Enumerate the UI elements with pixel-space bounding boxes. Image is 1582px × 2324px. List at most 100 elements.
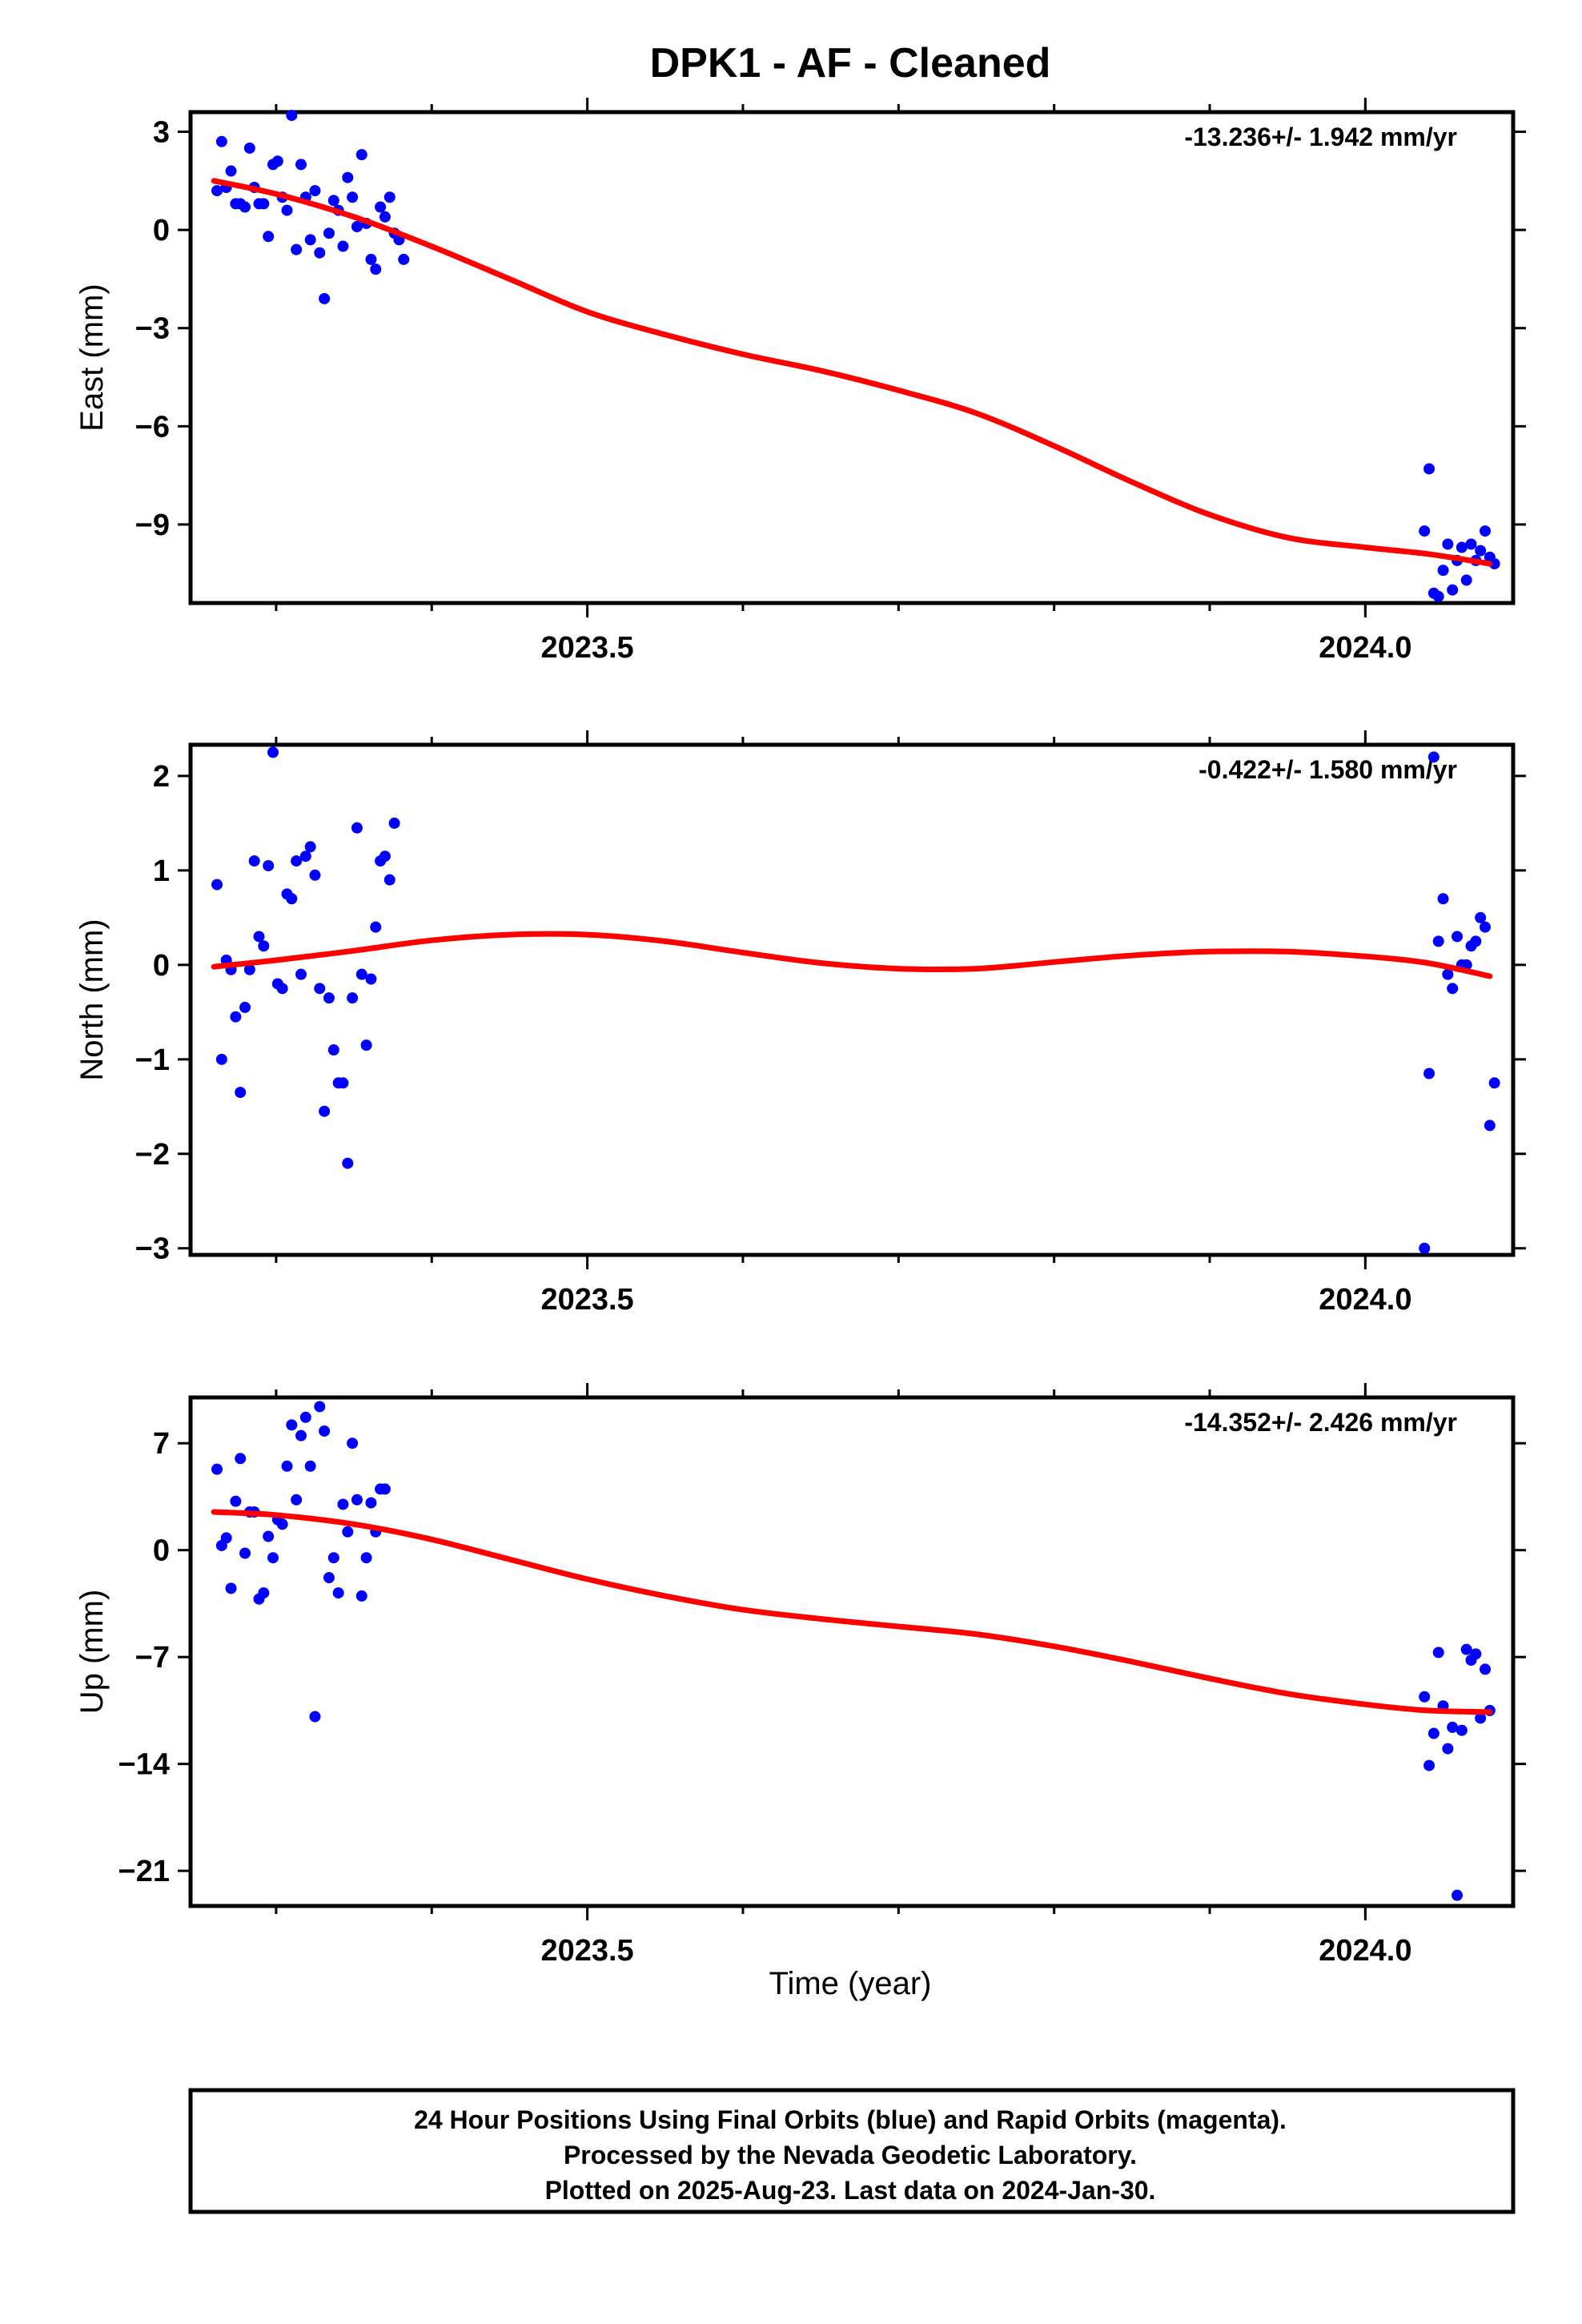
up-data-point [267,1552,279,1564]
up-ytick-label: 0 [153,1534,170,1568]
east-data-point [239,201,251,213]
up-data-point [327,1552,339,1564]
east-data-point [291,243,303,255]
north-data-point [1447,983,1459,995]
north-ytick-label: −3 [135,1232,170,1266]
up-data-point [379,1483,391,1495]
up-ytick-label: −21 [118,1855,170,1888]
east-ytick-label: 0 [153,214,170,247]
east-data-point [1437,565,1449,577]
east-data-point [1475,545,1487,557]
north-data-point [258,940,270,952]
east-data-point [263,231,275,243]
up-ytick-label: 7 [153,1427,170,1461]
north-data-point [253,931,265,943]
east-data-point [365,253,377,265]
north-data-point [319,1105,331,1117]
north-data-point [1427,751,1439,763]
east-data-point [309,185,321,197]
up-data-point [332,1587,344,1599]
north-data-point [379,850,391,862]
east-data-point [1432,590,1444,602]
up-data-point [295,1429,307,1441]
north-data-point [323,992,335,1004]
east-plot-frame [188,110,1516,605]
north-data-point [276,983,288,995]
east-data-point [319,292,331,304]
north-data-point [286,893,298,905]
east-data-point [1447,584,1459,596]
up-data-point [220,1532,232,1544]
east-data-point [1480,525,1492,537]
north-data-point [211,879,223,891]
north-data-point [230,1011,242,1023]
up-data-point [319,1425,331,1437]
north-data-point [1437,893,1449,905]
north-data-point [365,973,377,985]
east-data-point [375,201,387,213]
panel-east: 3 0 −3 −6 −9 2023.5 2024.0 East (mm) -13.236+/- … [74,98,1526,665]
up-data-point [1456,1724,1468,1736]
north-data-point [1480,921,1492,933]
up-data-point [347,1437,359,1449]
east-data-point [1460,574,1472,586]
north-data-point [1488,1077,1500,1089]
east-data-point [281,204,293,216]
up-ytick-label: −7 [135,1641,170,1675]
east-data-point [1423,463,1435,475]
north-data-point [295,968,307,980]
panel-north: 2 1 0 −1 −2 −3 2023.5 2024.0 North (mm) -0.422+/-… [74,730,1526,1317]
north-ytick-label: 0 [153,949,170,983]
footer-note-frame [188,2088,1516,2214]
up-data-point [351,1494,363,1506]
east-data-point [286,110,298,122]
north-data-point [314,983,326,995]
east-data-point [1456,541,1468,553]
north-ytick-label: −1 [135,1043,170,1077]
up-data-point [263,1530,275,1542]
east-data-point [258,198,270,210]
north-xtick-label: 2024.0 [1319,1283,1411,1317]
up-data-point [225,1582,237,1594]
up-data-point [211,1463,223,1475]
north-data-point [383,874,396,886]
north-data-point [388,817,400,829]
up-ytick-label: −14 [118,1748,170,1782]
up-data-point [1419,1691,1431,1703]
east-ytick-label: −9 [135,509,170,542]
north-plot-frame [188,742,1516,1257]
east-data-point [370,263,382,275]
north-data-point [309,869,321,881]
up-data-point [1452,1889,1464,1901]
east-data-point [243,142,255,154]
footer-note-line-3: Plotted on 2025-Aug-23. Last data on 202… [545,2176,1156,2205]
north-fit-curve [211,931,1493,979]
north-data-point [215,1053,227,1065]
north-ytick-label: 2 [153,760,170,794]
footer-note-line-2: Processed by the Nevada Geodetic Laborat… [564,2141,1137,2169]
north-y-axis-label: North (mm) [74,919,110,1080]
east-data-point [355,149,367,161]
north-ytick-label: 1 [153,854,170,888]
panel-up: 7 0 −7 −14 −21 2023.5 2024.0 Up (mm) -14.352+/- … [74,1383,1526,1968]
north-data-point [1432,935,1444,947]
up-rate-annotation: -14.352+/- 2.426 mm/yr [1184,1408,1457,1437]
north-data-point [1470,935,1482,947]
east-data-point [351,221,363,233]
north-data-point [248,855,260,867]
east-fit-curve [211,178,1493,567]
north-data-point [351,822,363,834]
east-data-point [1419,525,1431,537]
up-data-point [1427,1727,1439,1739]
up-data-point [323,1572,335,1584]
up-fit-curve [211,1509,1493,1715]
east-data-point [1465,538,1477,550]
up-data-point [365,1497,377,1509]
east-rate-annotation: -13.236+/- 1.942 mm/yr [1184,123,1457,151]
north-data-point [1442,968,1454,980]
east-ytick-label: 3 [153,116,170,150]
up-data-point [355,1590,367,1602]
east-data-point [295,159,307,171]
up-data-point [1470,1648,1482,1660]
up-data-point [1480,1663,1492,1675]
